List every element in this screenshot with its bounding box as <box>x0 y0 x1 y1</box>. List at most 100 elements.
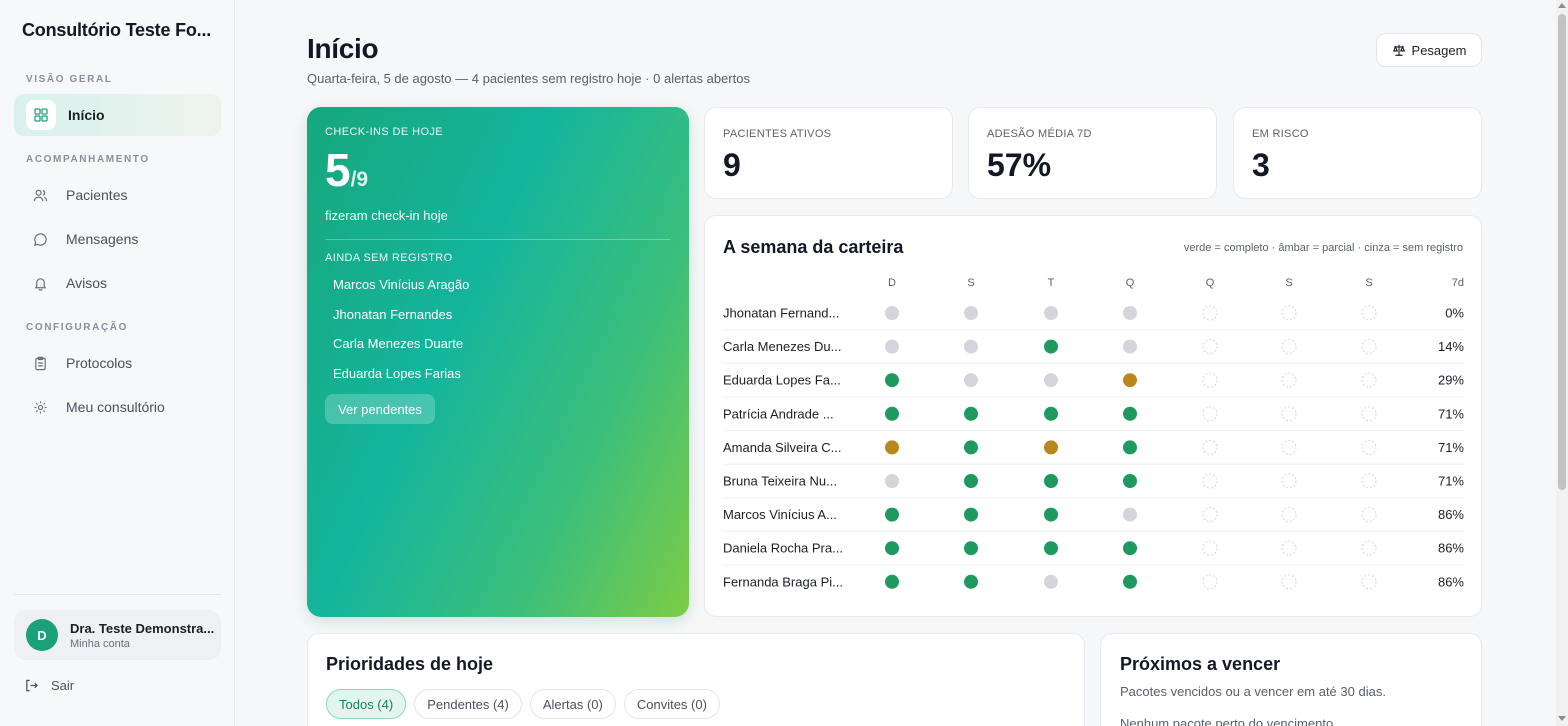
stat-label: EM RISCO <box>1252 128 1309 140</box>
grid-icon <box>26 100 56 130</box>
pesagem-button[interactable]: Pesagem <box>1376 33 1482 67</box>
pending-patient[interactable]: Eduarda Lopes Farias <box>333 365 461 381</box>
day-status-dot <box>1281 439 1297 455</box>
logout-button[interactable]: Sair <box>24 678 74 693</box>
sidebar-item-mensagens[interactable]: Mensagens <box>14 218 221 260</box>
day-status-dot <box>1202 372 1218 388</box>
patient-name[interactable]: Patrícia Andrade ... <box>723 406 834 421</box>
upcoming-subtitle: Pacotes vencidos ou a vencer em até 30 d… <box>1120 684 1386 699</box>
day-status-dot <box>885 507 899 522</box>
page-scrollbar[interactable] <box>1556 0 1568 726</box>
day-status-dot <box>1044 373 1058 388</box>
bell-icon <box>26 269 54 297</box>
day-status-dot <box>1361 339 1377 355</box>
day-status-dot <box>1202 406 1218 422</box>
day-status-dot <box>885 574 899 589</box>
filter-chip-convites[interactable]: Convites (0) <box>623 689 720 719</box>
day-status-dot <box>1123 373 1137 388</box>
day-status-dot <box>1044 507 1058 522</box>
day-status-dot <box>1202 507 1218 523</box>
clipboard-icon <box>26 349 54 377</box>
sidebar-item-protocolos[interactable]: Protocolos <box>14 342 221 384</box>
day-status-dot <box>1123 541 1137 556</box>
day-status-dot <box>1361 473 1377 489</box>
patient-name[interactable]: Carla Menezes Du... <box>723 339 842 354</box>
day-status-dot <box>1361 507 1377 523</box>
sidebar-item-pacientes[interactable]: Pacientes <box>14 174 221 216</box>
section-label-overview: VISÃO GERAL <box>26 74 113 85</box>
day-status-dot <box>964 406 978 421</box>
day-status-dot <box>885 406 899 421</box>
ver-pendentes-button[interactable]: Ver pendentes <box>325 394 435 424</box>
priorities-title: Prioridades de hoje <box>326 654 494 674</box>
sidebar: Consultório Teste Fo... VISÃO GERAL Iníc… <box>0 0 235 726</box>
stat-active-patients: PACIENTES ATIVOS 9 <box>704 107 953 199</box>
stat-at-risk: EM RISCO 3 <box>1233 107 1482 199</box>
day-status-dot <box>1281 406 1297 422</box>
patient-name[interactable]: Amanda Silveira C... <box>723 440 842 455</box>
patient-name[interactable]: Eduarda Lopes Fa... <box>723 373 841 388</box>
day-status-dot <box>885 541 899 556</box>
patient-name[interactable]: Fernanda Braga Pi... <box>723 574 843 589</box>
sidebar-item-label: Meu consultório <box>66 399 165 415</box>
day-status-dot <box>885 440 899 455</box>
day-status-dot <box>1281 339 1297 355</box>
sidebar-item-meu-consultorio[interactable]: Meu consultório <box>14 386 221 428</box>
day-status-dot <box>1123 339 1137 354</box>
scroll-down-icon[interactable] <box>1558 716 1566 721</box>
sidebar-item-avisos[interactable]: Avisos <box>14 262 221 304</box>
day-status-dot <box>1202 574 1218 590</box>
sidebar-item-inicio[interactable]: Início <box>14 94 221 136</box>
day-header: T <box>1048 277 1055 289</box>
day-status-dot <box>1361 372 1377 388</box>
day-status-dot <box>1123 507 1137 522</box>
scroll-up-icon[interactable] <box>1558 3 1566 8</box>
adherence-pct: 86% <box>1438 507 1464 522</box>
day-header: D <box>888 277 896 289</box>
filter-chip-pendentes[interactable]: Pendentes (4) <box>414 689 522 719</box>
sidebar-item-label: Mensagens <box>66 231 139 247</box>
day-status-dot <box>1281 540 1297 556</box>
gear-icon <box>26 393 54 421</box>
day-status-dot <box>1281 507 1297 523</box>
page-subtitle: Quarta-feira, 5 de agosto — 4 pacientes … <box>307 71 750 86</box>
checkins-label: CHECK-INS DE HOJE <box>325 126 444 138</box>
pending-patient[interactable]: Carla Menezes Duarte <box>333 336 464 352</box>
logout-icon <box>26 679 38 692</box>
chat-icon <box>26 225 54 253</box>
day-status-dot <box>964 440 978 455</box>
patient-name[interactable]: Jhonatan Fernand... <box>723 306 839 321</box>
day-status-dot <box>885 306 899 320</box>
day-status-dot <box>1361 305 1377 321</box>
stat-value: 9 <box>723 147 741 183</box>
sidebar-item-label: Protocolos <box>66 355 133 371</box>
day-status-dot <box>964 541 978 556</box>
pending-label: AINDA SEM REGISTRO <box>325 252 453 264</box>
day-status-dot <box>1361 540 1377 556</box>
pending-list: Marcos Vinícius Aragão Jhonatan Fernande… <box>333 275 469 393</box>
stat-value: 57% <box>987 147 1052 183</box>
day-status-dot <box>1202 305 1218 321</box>
stat-label: PACIENTES ATIVOS <box>723 128 832 140</box>
day-status-dot <box>1123 574 1137 589</box>
day-status-dot <box>1202 339 1218 355</box>
week-grid: D S T Q Q S S 7d Jhonatan Fernand... 0% Carla Mene… <box>723 277 1465 590</box>
stat-adherence: ADESÃO MÉDIA 7D 57% <box>968 107 1217 199</box>
patient-name[interactable]: Daniela Rocha Pra... <box>723 541 843 556</box>
day-status-dot <box>964 373 978 388</box>
patient-name[interactable]: Marcos Vinícius A... <box>723 507 837 522</box>
user-card[interactable]: D Dra. Teste Demonstra... Minha conta <box>14 610 221 660</box>
pending-patient[interactable]: Marcos Vinícius Aragão <box>333 277 470 292</box>
patient-name[interactable]: Bruna Teixeira Nu... <box>723 474 837 489</box>
scroll-thumb[interactable] <box>1558 14 1566 490</box>
day-status-dot <box>1044 440 1058 455</box>
week-legend: verde = completo · âmbar = parcial · cin… <box>1183 242 1463 254</box>
pending-patient[interactable]: Jhonatan Fernandes <box>333 306 453 322</box>
day-status-dot <box>1123 474 1137 488</box>
filter-chip-todos[interactable]: Todos (4) <box>326 689 407 719</box>
day-status-dot <box>1044 406 1058 421</box>
section-label-config: CONFIGURAÇÃO <box>26 322 128 333</box>
day-status-dot <box>1044 306 1058 320</box>
day-status-dot <box>964 474 978 488</box>
filter-chip-alertas[interactable]: Alertas (0) <box>529 689 616 719</box>
